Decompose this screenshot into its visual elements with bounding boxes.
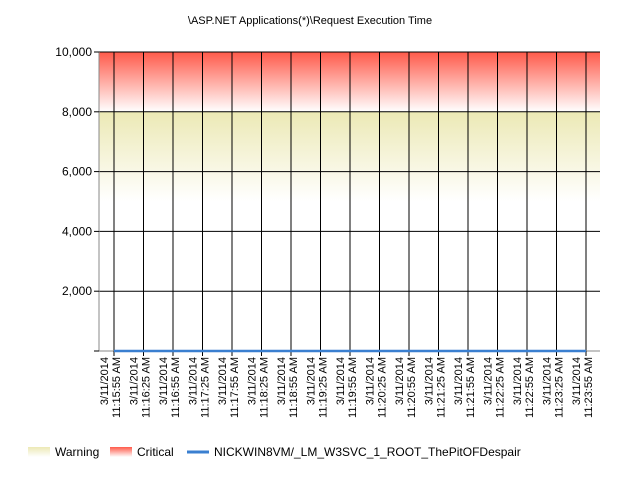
x-tick-label-time: 11:23:55 AM <box>583 357 595 418</box>
x-tick-label-time: 11:21:25 AM <box>436 357 448 418</box>
x-tick-label: 3/11/2014 11:17:55 AM <box>217 357 241 418</box>
x-tick-label: 3/11/2014 11:19:55 AM <box>335 357 359 418</box>
y-tick-label: 10,000 <box>55 45 92 59</box>
x-tick-label-date: 3/11/2014 <box>571 357 583 405</box>
x-tick-label: 3/11/2014 11:22:55 AM <box>512 357 536 418</box>
y-tick-label: 2,000 <box>62 284 92 298</box>
x-tick-label: 3/11/2014 11:23:55 AM <box>571 357 595 418</box>
x-tick-label-time: 11:21:55 AM <box>465 357 477 418</box>
x-tick-label: 3/11/2014 11:17:25 AM <box>188 357 212 418</box>
x-tick-label-date: 3/11/2014 <box>247 357 259 405</box>
x-tick-label-date: 3/11/2014 <box>424 357 436 405</box>
legend-swatch-critical <box>110 447 132 457</box>
x-tick-label: 3/11/2014 11:20:55 AM <box>394 357 418 418</box>
x-tick-label-time: 11:18:25 AM <box>259 357 271 418</box>
x-tick-label-date: 3/11/2014 <box>483 357 495 405</box>
legend: Warning Critical NICKWIN8VM/_LM_W3SVC_1_RO… <box>28 445 521 459</box>
x-tick-label: 3/11/2014 11:16:25 AM <box>129 357 153 418</box>
x-tick-label-time: 11:19:25 AM <box>318 357 330 418</box>
x-tick-label-date: 3/11/2014 <box>306 357 318 405</box>
y-tick-label: 4,000 <box>62 224 92 238</box>
x-tick-label-time: 11:20:25 AM <box>377 357 389 418</box>
legend-label-series: NICKWIN8VM/_LM_W3SVC_1_ROOT_ThePitOFDesp… <box>214 445 521 459</box>
legend-swatch-warning <box>28 447 50 457</box>
x-tick-label-date: 3/11/2014 <box>512 357 524 405</box>
x-tick-label: 3/11/2014 11:21:25 AM <box>424 357 448 418</box>
x-tick-label-time: 11:17:25 AM <box>200 357 212 418</box>
x-tick-label-date: 3/11/2014 <box>99 357 111 405</box>
y-tick-label: 6,000 <box>62 165 92 179</box>
grid-lines <box>99 51 600 351</box>
x-tick-label: 3/11/2014 11:23:25 AM <box>542 357 566 418</box>
y-axis: 2,000 4,000 6,000 8,000 10,000 <box>55 45 100 352</box>
legend-label-critical: Critical <box>137 445 174 459</box>
x-tick-label-time: 11:22:55 AM <box>524 357 536 418</box>
x-tick-label-time: 11:16:55 AM <box>170 357 182 418</box>
x-tick-label-date: 3/11/2014 <box>188 357 200 405</box>
x-tick-label-time: 11:18:55 AM <box>288 357 300 418</box>
x-tick-label-time: 11:20:55 AM <box>406 357 418 418</box>
x-tick-label: 3/11/2014 11:18:55 AM <box>276 357 300 418</box>
x-tick-label-time: 11:23:25 AM <box>554 357 566 418</box>
x-tick-label: 3/11/2014 11:19:25 AM <box>306 357 330 418</box>
x-tick-label-time: 11:22:25 AM <box>495 357 507 418</box>
x-tick-label-date: 3/11/2014 <box>365 357 377 405</box>
x-tick-label-date: 3/11/2014 <box>276 357 288 405</box>
x-axis: 3/11/2014 11:15:55 AM 3/11/2014 11:16:25 AM… <box>99 350 600 418</box>
x-tick-label: 3/11/2014 11:21:55 AM <box>453 357 477 418</box>
x-tick-label-time: 11:17:55 AM <box>229 357 241 418</box>
x-tick-label-date: 3/11/2014 <box>158 357 170 405</box>
x-tick-label-time: 11:15:55 AM <box>111 357 123 418</box>
x-tick-label: 3/11/2014 11:15:55 AM <box>99 357 123 418</box>
x-tick-label-date: 3/11/2014 <box>335 357 347 405</box>
x-tick-label-date: 3/11/2014 <box>217 357 229 405</box>
x-tick-label: 3/11/2014 11:16:55 AM <box>158 357 182 418</box>
x-tick-label: 3/11/2014 11:22:25 AM <box>483 357 507 418</box>
x-tick-label-date: 3/11/2014 <box>129 357 141 405</box>
x-tick-label: 3/11/2014 11:20:25 AM <box>365 357 389 418</box>
chart-title: \ASP.NET Applications(*)\Request Executi… <box>188 15 432 27</box>
x-tick-label-date: 3/11/2014 <box>453 357 465 405</box>
x-tick-label-date: 3/11/2014 <box>542 357 554 405</box>
x-tick-label-date: 3/11/2014 <box>394 357 406 405</box>
x-tick-label: 3/11/2014 11:18:25 AM <box>247 357 271 418</box>
x-tick-label-time: 11:19:55 AM <box>347 357 359 418</box>
x-tick-label-time: 11:16:25 AM <box>141 357 153 418</box>
legend-label-warning: Warning <box>55 445 99 459</box>
y-tick-label: 8,000 <box>62 105 92 119</box>
